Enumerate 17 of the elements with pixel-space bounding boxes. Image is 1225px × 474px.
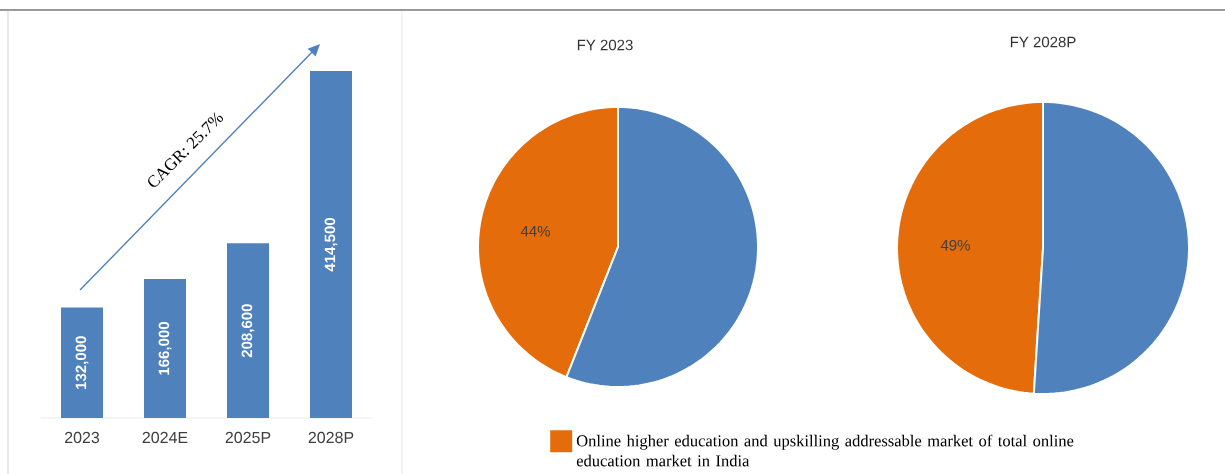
x-tick-label: 2023 — [65, 431, 100, 444]
data-label: 166,000 — [158, 322, 172, 375]
data-label: 49% — [940, 239, 970, 251]
x-tick-label: 2028P — [308, 431, 354, 444]
legend-label: Online higher education and upskilling addressable market of total online education market in India — [576, 434, 1074, 467]
x-tick-label: 2025P — [225, 431, 271, 444]
x-tick-label: 2024E — [142, 431, 188, 444]
bar — [61, 307, 103, 418]
bar — [144, 279, 186, 418]
bar — [310, 71, 352, 418]
data-label: 208,600 — [241, 304, 255, 358]
data-label: 132,000 — [75, 336, 89, 389]
chart-title: FY 2023 — [577, 39, 633, 51]
data-label: 44% — [520, 226, 550, 237]
bar — [227, 243, 269, 418]
chart-title: FY 2028P — [1010, 36, 1076, 48]
data-label: 414,500 — [324, 218, 338, 272]
